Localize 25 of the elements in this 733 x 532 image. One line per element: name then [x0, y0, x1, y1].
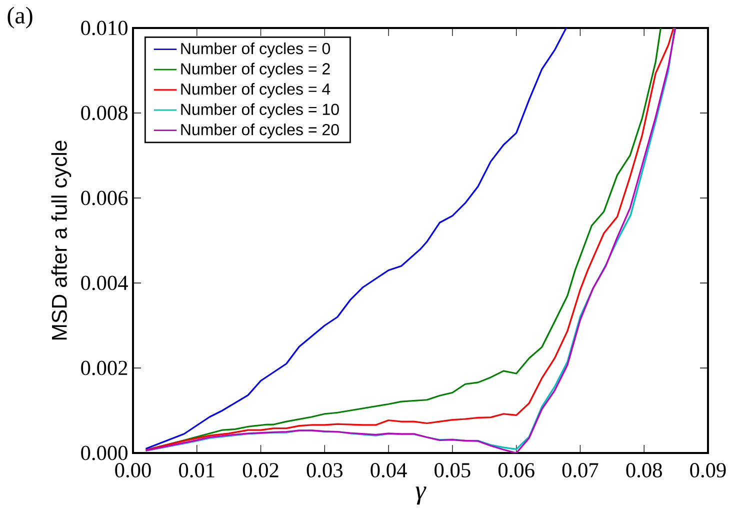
y-tick-label: 0.004 — [81, 276, 128, 290]
x-tick-label: 0.02 — [242, 463, 278, 478]
text: (a) — [8, 6, 32, 28]
x-tick-label: 0.00 — [115, 463, 151, 478]
y-tick-label: 0.000 — [81, 446, 128, 460]
y-tick-label: 0.010 — [81, 20, 128, 36]
x-tick-label: 0.03 — [306, 463, 342, 478]
legend-label: Number of cycles = 10 — [181, 103, 339, 118]
x-tick-label: 0.06 — [498, 463, 534, 478]
x-tick-label: 0.08 — [626, 463, 662, 478]
legend-label: Number of cycles = 4 — [181, 83, 330, 98]
legend-label: Number of cycles = 2 — [181, 62, 330, 78]
legend-label: Number of cycles = 20 — [181, 124, 339, 138]
y-tick-label: 0.008 — [81, 106, 128, 120]
x-axis-title: γ — [416, 486, 426, 505]
x-tick-label: 0.04 — [370, 463, 407, 478]
x-tick-label: 0.07 — [562, 463, 598, 478]
y-tick-label: 0.006 — [81, 190, 128, 206]
line-series — [144, 28, 567, 450]
x-tick-label: 0.09 — [690, 463, 726, 478]
y-tick-label: 0.002 — [81, 360, 128, 376]
legend-label: Number of cycles = 0 — [181, 42, 330, 58]
y-axis-title: MSD after a full cycle — [51, 140, 72, 340]
x-tick-label: 0.05 — [434, 463, 470, 478]
x-tick-label: 0.01 — [179, 463, 214, 478]
